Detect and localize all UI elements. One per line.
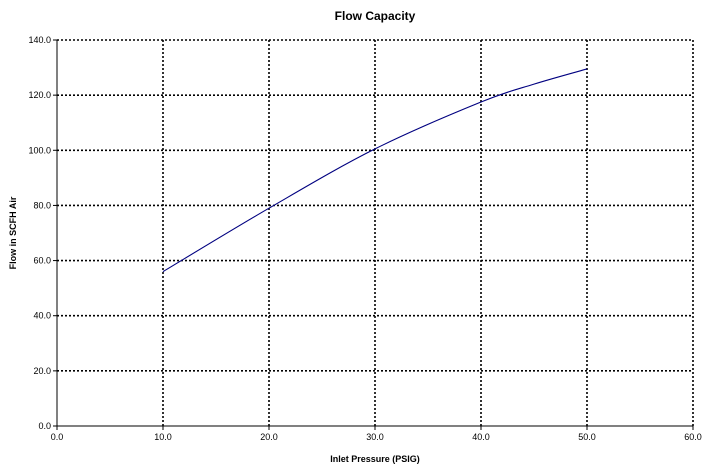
tick-labels: 0.0 10.0 20.0 30.0 40.0 50.0 60.0 0.0 20.0 40.0 60…	[28, 35, 701, 442]
y-tick-label: 80.0	[33, 200, 51, 210]
grid-lines	[57, 39, 694, 426]
y-tick-label: 0.0	[38, 421, 51, 431]
y-tick-label: 140.0	[28, 35, 51, 45]
x-tick-label: 0.0	[51, 432, 64, 442]
x-tick-label: 40.0	[472, 432, 490, 442]
x-axis-label: Inlet Pressure (PSIG)	[330, 454, 420, 464]
series-layer	[162, 68, 588, 273]
series-line-flow	[162, 68, 588, 273]
x-tick-label: 60.0	[684, 432, 702, 442]
y-tick-label: 120.0	[28, 90, 51, 100]
x-tick-label: 20.0	[260, 432, 278, 442]
axes	[53, 39, 694, 430]
x-tick-label: 30.0	[366, 432, 384, 442]
chart-title: Flow Capacity	[335, 9, 416, 23]
y-tick-label: 20.0	[33, 366, 51, 376]
y-tick-label: 40.0	[33, 311, 51, 321]
y-axis-label: Flow in SCFH Air	[8, 196, 18, 269]
x-tick-label: 50.0	[578, 432, 596, 442]
y-tick-label: 60.0	[33, 256, 51, 266]
x-tick-label: 10.0	[154, 432, 172, 442]
y-tick-label: 100.0	[28, 145, 51, 155]
